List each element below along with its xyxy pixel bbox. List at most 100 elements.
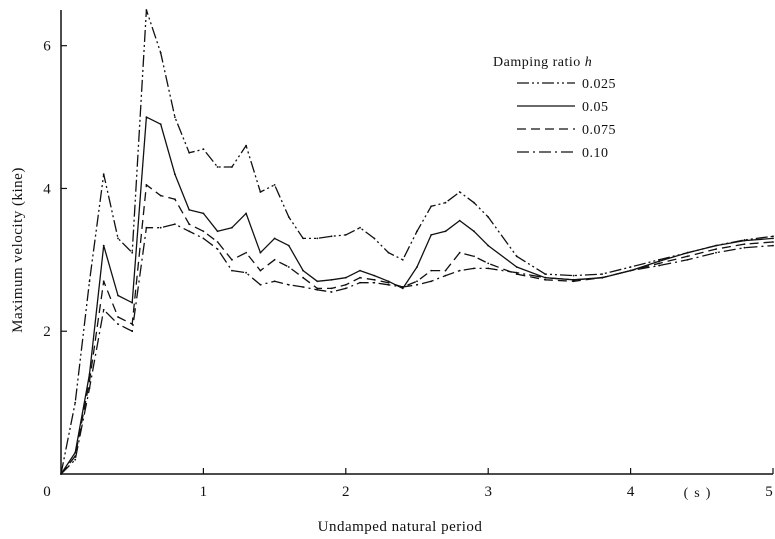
data-point bbox=[287, 244, 290, 247]
x-tick-label: 2 bbox=[342, 484, 350, 500]
data-point bbox=[544, 278, 547, 281]
data-point bbox=[74, 401, 77, 404]
series-0.10 bbox=[60, 223, 774, 475]
data-point bbox=[330, 235, 333, 238]
data-point bbox=[458, 251, 461, 254]
data-point bbox=[159, 226, 162, 229]
data-point bbox=[416, 280, 418, 283]
data-point bbox=[373, 274, 376, 277]
data-point bbox=[515, 273, 518, 275]
data-point bbox=[88, 280, 91, 283]
data-point bbox=[344, 276, 347, 279]
data-point bbox=[401, 287, 404, 290]
data-point bbox=[117, 294, 119, 297]
data-point bbox=[259, 191, 262, 193]
legend: Damping ratio h 0.025 0.05 0.075 0.10 bbox=[493, 55, 616, 161]
data-point bbox=[601, 273, 603, 275]
data-point bbox=[216, 248, 219, 251]
data-point bbox=[601, 276, 603, 279]
data-point bbox=[387, 283, 390, 286]
data-point bbox=[302, 276, 304, 279]
data-point bbox=[572, 280, 575, 283]
data-point bbox=[202, 230, 205, 233]
data-point bbox=[202, 148, 205, 151]
data-point bbox=[145, 9, 148, 11]
data-point bbox=[102, 173, 105, 176]
series-line bbox=[60, 223, 774, 475]
data-point bbox=[102, 280, 105, 283]
data-point bbox=[330, 278, 333, 281]
data-point bbox=[159, 123, 162, 126]
data-point bbox=[373, 281, 376, 284]
data-point bbox=[287, 216, 290, 218]
legend-label: 0.05 bbox=[582, 100, 609, 115]
data-point bbox=[572, 274, 575, 277]
data-point bbox=[316, 237, 319, 240]
series-0.025 bbox=[60, 9, 774, 475]
x-tick-label: 5 bbox=[765, 484, 773, 500]
data-point bbox=[302, 269, 304, 272]
data-point bbox=[174, 198, 176, 201]
data-point bbox=[174, 116, 176, 118]
data-point bbox=[458, 269, 461, 272]
data-point bbox=[401, 258, 404, 261]
data-point bbox=[216, 166, 219, 168]
x-tick-label: 4 bbox=[627, 484, 635, 500]
data-point bbox=[60, 473, 62, 475]
data-point bbox=[145, 116, 148, 118]
data-point bbox=[273, 258, 276, 261]
data-point bbox=[473, 201, 475, 204]
data-point bbox=[743, 243, 746, 246]
data-point bbox=[686, 258, 689, 261]
data-point bbox=[88, 387, 91, 390]
data-point bbox=[344, 234, 347, 236]
data-point bbox=[245, 212, 248, 215]
data-point bbox=[416, 230, 418, 233]
data-point bbox=[188, 230, 191, 233]
data-point bbox=[188, 209, 191, 211]
data-point bbox=[444, 274, 447, 277]
data-point bbox=[231, 258, 233, 261]
data-point bbox=[316, 288, 319, 291]
data-point bbox=[131, 251, 134, 254]
y-axis-title: Maximum velocity (kine) bbox=[10, 167, 26, 333]
data-point bbox=[74, 451, 77, 454]
data-point bbox=[316, 287, 319, 290]
x-axis-unit: (s) bbox=[684, 486, 717, 501]
data-point bbox=[416, 266, 418, 268]
data-point bbox=[430, 280, 433, 283]
data-point bbox=[359, 269, 361, 272]
data-point bbox=[359, 276, 361, 279]
data-point bbox=[658, 258, 660, 261]
data-point bbox=[515, 255, 518, 258]
data-point bbox=[430, 234, 433, 236]
data-point bbox=[159, 194, 162, 197]
data-point bbox=[202, 237, 205, 240]
data-point bbox=[658, 260, 660, 263]
data-point bbox=[572, 278, 575, 281]
data-point bbox=[686, 251, 689, 254]
data-point bbox=[544, 276, 547, 279]
series-line bbox=[60, 184, 774, 475]
data-point bbox=[330, 291, 333, 293]
data-point bbox=[259, 269, 262, 272]
data-point bbox=[515, 266, 518, 268]
data-point bbox=[145, 226, 148, 229]
data-point bbox=[772, 237, 774, 240]
data-point bbox=[88, 380, 91, 383]
data-point bbox=[544, 273, 547, 275]
legend-label: 0.025 bbox=[582, 77, 616, 92]
data-point bbox=[487, 216, 490, 218]
data-point bbox=[430, 269, 433, 272]
series-0.075 bbox=[60, 184, 774, 475]
data-point bbox=[231, 226, 233, 229]
data-point bbox=[216, 241, 219, 243]
data-point bbox=[273, 184, 276, 186]
data-point bbox=[487, 262, 490, 265]
data-point bbox=[245, 271, 248, 274]
ticks: 0 1 2 3 4 5 2 4 6 bbox=[43, 39, 774, 500]
data-point bbox=[344, 283, 347, 286]
data-point bbox=[473, 230, 475, 233]
data-point bbox=[430, 205, 433, 208]
